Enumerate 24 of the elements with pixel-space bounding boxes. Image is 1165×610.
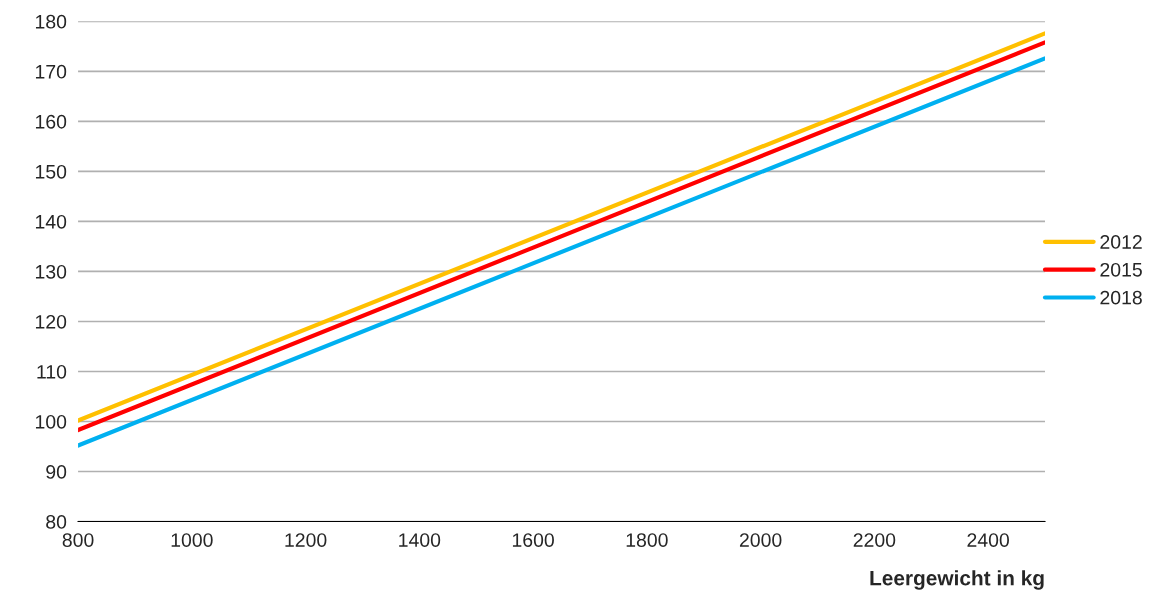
y-tick-label: 80: [46, 515, 67, 529]
y-tick-label: 140: [35, 214, 67, 229]
y-tick-label: 170: [35, 64, 67, 79]
y-tick-label: 100: [35, 414, 67, 429]
x-tick-label: 1600: [512, 533, 554, 547]
x-tick-label: 1800: [626, 533, 668, 547]
y-tick-label: 130: [35, 264, 67, 279]
y-tick-label: 180: [35, 14, 67, 29]
x-tick-label: 800: [62, 533, 94, 547]
legend-label: 2012: [1100, 235, 1142, 249]
y-tick-label: 150: [35, 164, 67, 179]
x-tick-label: 1000: [171, 533, 213, 547]
x-axis-title: Leergewicht in kg: [870, 570, 1044, 590]
x-tick-label: 2400: [967, 533, 1009, 547]
x-tick-label: 1400: [399, 533, 441, 547]
y-tick-label: 90: [46, 465, 67, 479]
x-tick-label: 2000: [739, 533, 782, 547]
x-tick-label: 1200: [285, 533, 327, 547]
legend-label: 2015: [1100, 262, 1142, 277]
legend-label: 2018: [1100, 290, 1142, 305]
y-tick-label: 110: [37, 364, 67, 379]
y-tick-label: 120: [35, 314, 67, 329]
y-tick-label: 160: [35, 114, 67, 129]
x-tick-label: 2200: [853, 533, 896, 547]
